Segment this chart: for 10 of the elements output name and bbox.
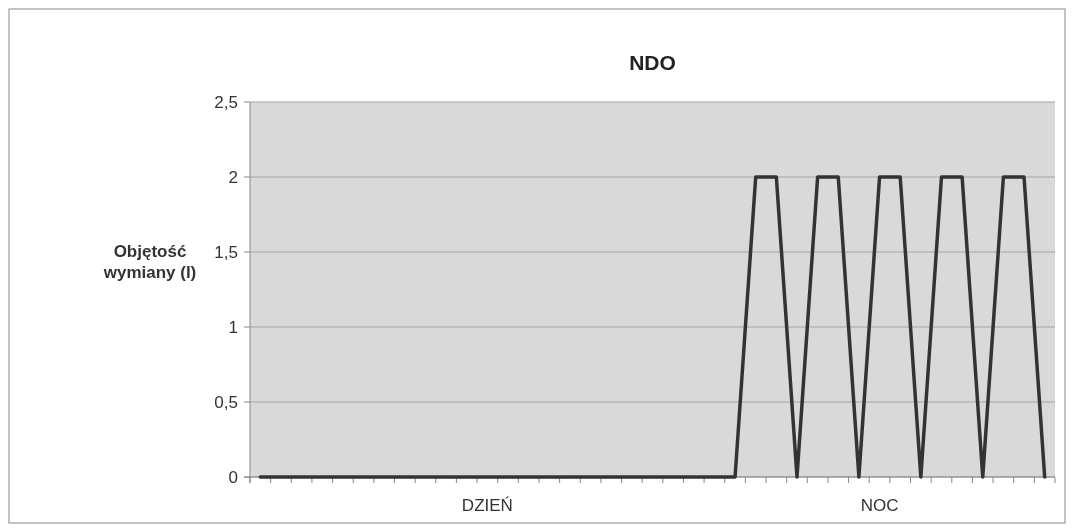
y-axis-title: Objętość wymiany (l) [102,241,197,282]
y-tick-label: 0 [228,467,238,487]
y-tick-label: 0,5 [214,392,238,412]
x-tick-label: DZIEŃ [461,496,513,515]
y-tick-label: 2 [228,167,238,187]
y-tick-label: 2,5 [214,92,238,112]
y-tick-label: 1 [228,317,238,337]
chart-title: NDO [629,51,676,74]
y-tick-label: 1,5 [214,242,238,262]
x-tick-label: NOC [860,496,899,515]
